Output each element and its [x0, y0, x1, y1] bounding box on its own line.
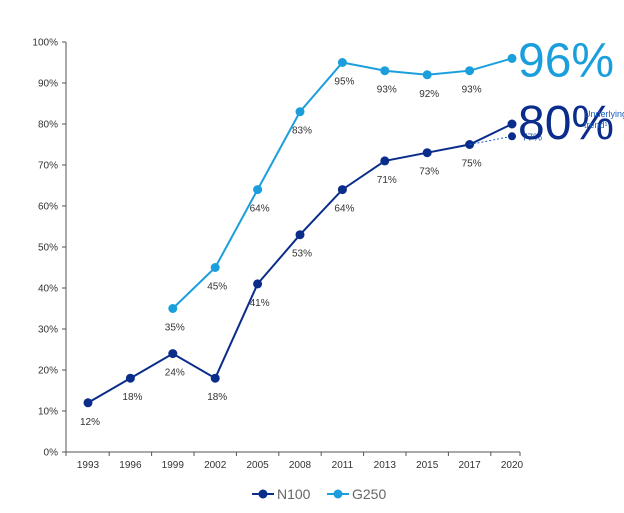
x-tick-label: 1999 — [162, 460, 185, 471]
point-n100-2011 — [337, 185, 347, 195]
point-g250-2005 — [253, 185, 263, 195]
x-tick-label: 2015 — [416, 460, 439, 471]
point-n100-2015 — [422, 148, 432, 158]
point-n100-2002 — [210, 373, 220, 383]
data-label-g250-2002: 45% — [207, 282, 227, 293]
y-tick-label: 60% — [38, 202, 58, 213]
x-tick-label: 2017 — [458, 460, 481, 471]
callouts: 77% 96% 80%Underlying trend¹ — [469, 34, 624, 150]
y-tick-label: 80% — [38, 120, 58, 131]
underlying-trend-note: Underlying trend¹ — [584, 109, 624, 130]
data-label-g250-2008: 83% — [292, 126, 312, 137]
x-tick-label: 1993 — [77, 460, 100, 471]
point-n100-1993 — [83, 398, 93, 408]
legend-marker-n100 — [258, 489, 268, 499]
x-tick-label: 2008 — [289, 460, 312, 471]
series-layer — [83, 53, 517, 408]
y-tick-label: 40% — [38, 284, 58, 295]
point-n100-2020 — [507, 119, 517, 129]
underlying-trend-point — [508, 132, 516, 141]
data-label-n100-2017: 75% — [462, 159, 482, 170]
point-g250-2011 — [337, 58, 347, 67]
data-label-n100-2013: 71% — [377, 175, 397, 186]
y-tick-label: 100% — [32, 38, 58, 49]
underlying-trend-label: 77% — [522, 132, 542, 143]
x-tick-label: 1996 — [119, 460, 142, 471]
series-line-n100 — [87, 123, 513, 404]
legend: N100 G250 — [252, 486, 386, 502]
point-g250-2002 — [210, 263, 220, 272]
x-tick-label: 2011 — [332, 460, 354, 471]
point-n100-1996 — [125, 373, 135, 383]
point-n100-2005 — [253, 279, 263, 289]
legend-label-n100: N100 — [277, 486, 311, 502]
data-label-g250-2015: 92% — [419, 89, 439, 100]
data-label-g250-1999: 35% — [165, 323, 185, 334]
x-axis-ticks: 1993 1996 1999 2002 2005 2008 2011 2013 2015 2017… — [65, 452, 524, 471]
x-tick-label: 2002 — [204, 460, 227, 471]
data-label-g250-2011: 95% — [334, 77, 354, 88]
legend-label-g250: G250 — [352, 486, 386, 502]
point-g250-1999 — [168, 304, 178, 313]
y-tick-label: 70% — [38, 161, 58, 172]
y-tick-label: 90% — [38, 79, 58, 90]
point-n100-1999 — [168, 349, 178, 359]
callout-n100-value: 80% — [518, 97, 614, 150]
data-labels: 12% 18% 24% 18% 41% 53% 64% 71% 73% 75% 35% 45% 64% 8… — [80, 77, 482, 428]
series-line-g250 — [172, 57, 513, 310]
legend-marker-g250 — [333, 489, 343, 499]
data-label-n100-2008: 53% — [292, 249, 312, 260]
x-tick-label: 2005 — [246, 460, 269, 471]
y-tick-label: 10% — [38, 407, 58, 418]
point-g250-2013 — [380, 66, 390, 76]
data-label-n100-1993: 12% — [80, 417, 100, 428]
data-label-g250-2005: 64% — [250, 204, 270, 215]
point-g250-2008 — [295, 107, 305, 117]
x-tick-label: 2020 — [501, 460, 524, 471]
data-label-n100-2015: 73% — [419, 167, 439, 178]
point-g250-2020 — [507, 53, 517, 63]
data-label-n100-1996: 18% — [122, 392, 142, 403]
point-n100-2008 — [295, 230, 305, 240]
underlying-trend-line — [469, 135, 513, 145]
y-tick-label: 20% — [38, 366, 58, 377]
data-label-g250-2013: 93% — [377, 85, 397, 96]
data-label-n100-2002: 18% — [207, 392, 227, 403]
y-axis-ticks: 0% 10% 20% 30% 40% 50% 60% 70% 80% 90% 100% — [32, 38, 66, 459]
data-label-g250-2017: 93% — [462, 85, 482, 96]
y-tick-label: 0% — [44, 448, 59, 459]
x-tick-label: 2013 — [374, 460, 397, 471]
chart-axes — [65, 42, 520, 453]
callout-g250-value: 96% — [518, 34, 614, 87]
point-g250-2017 — [465, 66, 475, 76]
data-label-n100-1999: 24% — [165, 368, 185, 379]
y-tick-label: 50% — [38, 243, 58, 254]
data-label-n100-2005: 41% — [250, 298, 270, 309]
data-label-n100-2011: 64% — [334, 204, 354, 215]
y-tick-label: 30% — [38, 325, 58, 336]
point-n100-2013 — [380, 156, 390, 166]
point-g250-2015 — [422, 70, 432, 80]
